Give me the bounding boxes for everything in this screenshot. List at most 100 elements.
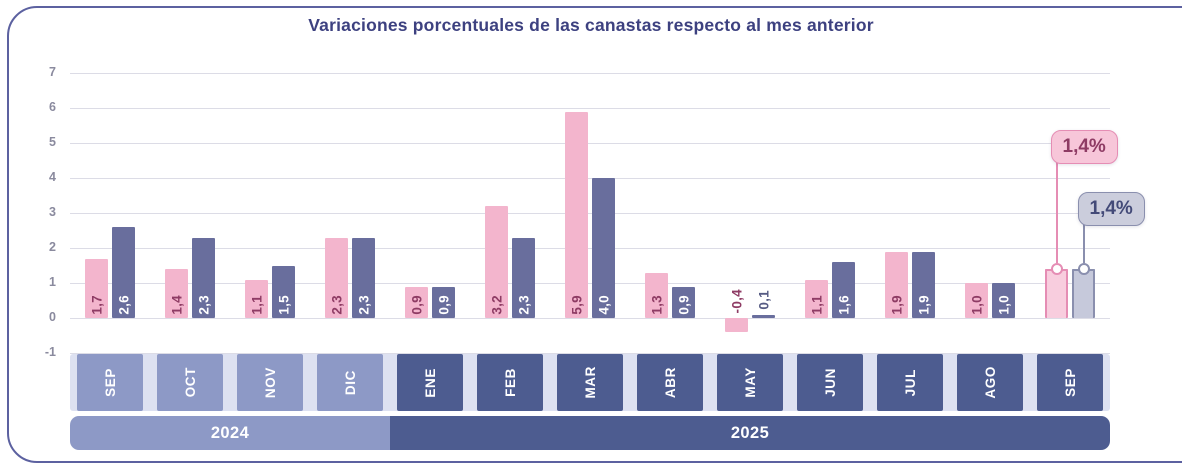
bar-value-label: 2,3	[196, 295, 211, 315]
month-tab: SEP	[1037, 354, 1103, 411]
chart-title: Variaciones porcentuales de las canastas…	[308, 15, 874, 35]
bars-container: 1,7 2,6 1,4 2,3 1,1 1,5 2,3 2,3 0,9 0,9 3,2 2,3 5,9 4…	[70, 73, 1110, 353]
month-tab-slot: JUL	[870, 354, 950, 411]
y-tick-label: 2	[49, 240, 56, 254]
bar-value-label: 1,0	[969, 295, 984, 315]
bar-pink	[725, 318, 748, 332]
month-group: 3,2 2,3	[470, 73, 550, 353]
bar-value-label: 3,2	[489, 295, 504, 315]
month-tab: OCT	[157, 354, 223, 411]
month-group: 1,4 2,3	[150, 73, 230, 353]
bar-pink	[485, 206, 508, 318]
y-tick-label: 6	[49, 100, 56, 114]
bar-purple	[832, 262, 855, 318]
y-axis: 7 6 5 4 3 2 1 0 -1	[28, 65, 56, 368]
month-tab-slot: AGO	[950, 354, 1030, 411]
bar-value-label: 2,3	[356, 295, 371, 315]
year-band-2024: 2024	[70, 416, 390, 450]
bar-value-label: 0,9	[436, 295, 451, 315]
gridline	[70, 318, 1110, 319]
gridline	[70, 248, 1110, 249]
month-tab: ABR	[637, 354, 703, 411]
month-tab: JUL	[877, 354, 943, 411]
bar-pink	[805, 279, 828, 318]
month-tab-slot: FEB	[470, 354, 550, 411]
month-group: 1,1 1,5	[230, 73, 310, 353]
callout-ring	[1077, 263, 1090, 275]
month-label: DIC	[342, 369, 358, 396]
bar-value-label: 1,0	[996, 295, 1011, 315]
bar-value-label: 1,4	[169, 295, 184, 315]
month-tab-slot: SEP	[70, 354, 150, 411]
month-tab-slot: MAY	[710, 354, 790, 411]
bar-value-label: 2,3	[516, 295, 531, 315]
y-tick-label: -1	[44, 345, 56, 359]
month-group: -0,4 0,1	[710, 73, 790, 353]
month-tab-slot: SEP	[1030, 354, 1110, 411]
y-tick-label: 4	[49, 170, 56, 184]
month-label: MAY	[742, 367, 758, 398]
month-label: MAR	[582, 366, 598, 399]
bar-value-label: 5,9	[569, 295, 584, 315]
bar-pink	[85, 258, 108, 318]
month-label: JUL	[902, 368, 918, 397]
month-tab-slot: ABR	[630, 354, 710, 411]
bar-pink	[165, 269, 188, 318]
bar-value-label: 1,9	[889, 295, 904, 315]
month-tab-slot: ENE	[390, 354, 470, 411]
y-tick-label: 0	[49, 310, 56, 324]
bar-value-label: 1,7	[89, 295, 104, 315]
bar-value-label: 1,9	[916, 295, 931, 315]
gridline	[70, 353, 1110, 354]
month-group: 2,3 2,3	[310, 73, 390, 353]
bar-purple	[672, 286, 695, 318]
month-tab: NOV	[237, 354, 303, 411]
plot-area: 1,7 2,6 1,4 2,3 1,1 1,5 2,3 2,3 0,9 0,9 3,2 2,3 5,9 4…	[70, 73, 1145, 354]
month-axis: SEP OCT NOV DIC ENE FEB MAR ABR MAY JUN JUL AGO SEP	[70, 354, 1110, 411]
month-group: 1,3 0,9	[630, 73, 710, 353]
bar-pink	[645, 272, 668, 318]
bar-purple	[992, 283, 1015, 318]
month-tab: FEB	[477, 354, 543, 411]
gridline	[70, 283, 1110, 284]
bar-purple	[272, 265, 295, 318]
month-tab-slot: MAR	[550, 354, 630, 411]
bar-value-label: 1,6	[836, 295, 851, 315]
gridline	[70, 213, 1110, 214]
bar-purple	[192, 237, 215, 318]
bar-value-label: 1,5	[276, 295, 291, 315]
month-label: NOV	[262, 366, 278, 399]
bar-purple	[112, 227, 135, 318]
bar-value-label: 2,6	[116, 295, 131, 315]
month-group: 1,0 1,0	[950, 73, 1030, 353]
bar-purple	[352, 237, 375, 318]
month-label: ENE	[422, 367, 438, 398]
bar-pink	[1045, 269, 1068, 318]
month-group: 0,9 0,9	[390, 73, 470, 353]
month-group: 5,9 4,0	[550, 73, 630, 353]
month-tab-slot: OCT	[150, 354, 230, 411]
month-group: 1,9 1,9	[870, 73, 950, 353]
month-tab: SEP	[77, 354, 143, 411]
month-label: SEP	[102, 368, 118, 397]
bar-value-label: -0,4	[729, 288, 744, 313]
bar-value-label: 1,3	[649, 295, 664, 315]
gridline	[70, 73, 1110, 74]
month-label: OCT	[182, 367, 198, 398]
gridline	[70, 178, 1110, 179]
month-tab: MAR	[557, 354, 623, 411]
month-tab-slot: DIC	[310, 354, 390, 411]
bar-value-label: 0,1	[756, 289, 771, 310]
month-label: AGO	[982, 366, 998, 399]
bar-pink	[965, 283, 988, 318]
month-label: FEB	[502, 368, 518, 397]
month-tab-slot: JUN	[790, 354, 870, 411]
month-label: ABR	[662, 366, 678, 399]
bar-pink	[245, 279, 268, 318]
bar-value-label: 0,9	[409, 295, 424, 315]
callout-connector	[1055, 162, 1058, 263]
month-tab: ENE	[397, 354, 463, 411]
bar-purple	[912, 251, 935, 318]
bar-value-label: 1,1	[809, 295, 824, 315]
month-group: 1,7 2,6	[70, 73, 150, 353]
